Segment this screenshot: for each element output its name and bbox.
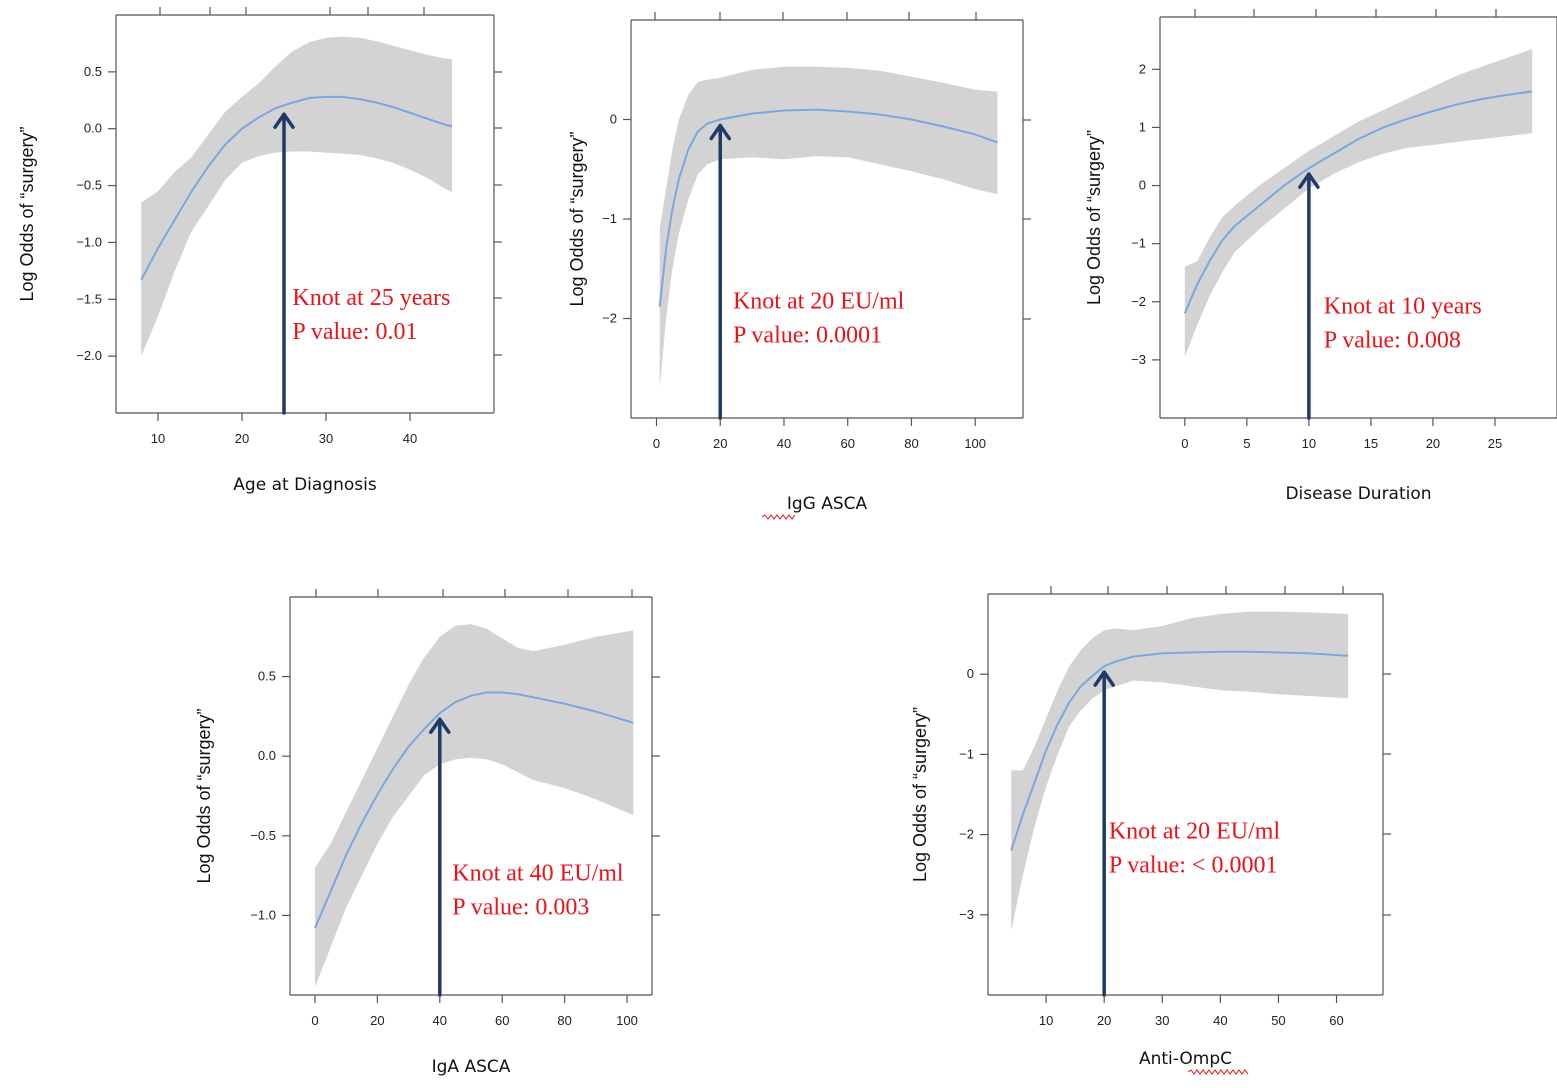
y-tick-label: −3 (959, 907, 974, 922)
y-tick-label: −2 (602, 311, 617, 326)
x-axis-title: Anti-OmpC (1139, 1049, 1232, 1069)
y-tick-label: −1.0 (250, 907, 276, 922)
spellcheck-squiggle (1187, 1069, 1249, 1075)
y-tick-label: 0.5 (258, 669, 276, 684)
x-tick-label: 0 (653, 436, 660, 451)
y-tick-label: −2.0 (76, 348, 102, 363)
fitted-spline-line (140, 95, 453, 281)
x-tick-label: 15 (1364, 436, 1378, 451)
y-tick-label: 0 (610, 112, 617, 127)
knot-annotation: Knot at 10 years (1324, 293, 1482, 319)
x-tick-label: 60 (1329, 1013, 1343, 1028)
x-axis-title: Disease Duration (1285, 484, 1431, 504)
x-tick-label: 100 (616, 1013, 638, 1028)
fitted-spline-line (1010, 650, 1349, 851)
knot-arrow-head (273, 112, 295, 129)
y-tick-label: −1 (959, 746, 974, 761)
x-tick-label: 10 (1302, 436, 1316, 451)
x-axis-title: IgG ASCA (787, 494, 868, 514)
y-tick-label: −0.5 (76, 178, 102, 193)
x-tick-label: 0 (1181, 436, 1188, 451)
x-tick-label: 20 (1097, 1013, 1111, 1028)
x-tick-label: 40 (433, 1013, 447, 1028)
x-tick-label: 25 (1488, 436, 1502, 451)
y-axis-title: Log Odds of “surgery” (1084, 130, 1104, 305)
y-axis-title: Log Odds of “surgery” (910, 707, 930, 882)
knot-annotation: Knot at 20 EU/ml (733, 289, 905, 315)
p-value-annotation: P value: 0.01 (292, 319, 417, 345)
p-value-annotation: P value: < 0.0001 (1109, 853, 1278, 879)
y-axis-title: Log Odds of “surgery” (567, 131, 587, 306)
y-tick-label: −1 (602, 211, 617, 226)
knot-annotation: Knot at 40 EU/ml (452, 860, 624, 886)
chart-panel-ompc: 10 20 30 40 50 60 −3 −2 −1 0 Log Odds of “surgery”… (910, 586, 1391, 1069)
x-tick-label: 20 (713, 436, 727, 451)
p-value-annotation: P value: 0.0001 (733, 323, 882, 349)
y-tick-label: 0 (1139, 178, 1146, 193)
knot-arrow-head (1298, 172, 1320, 189)
spellcheck-squiggle (761, 514, 796, 520)
y-tick-label: −3 (1131, 352, 1146, 367)
confidence-band (315, 624, 634, 987)
fitted-spline-line (1183, 90, 1533, 314)
x-axis-title: Age at Diagnosis (233, 475, 377, 495)
confidence-band (141, 36, 452, 357)
y-tick-label: −1.0 (76, 234, 102, 249)
x-tick-label: 5 (1243, 436, 1250, 451)
y-axis-title: Log Odds of “surgery” (17, 126, 37, 301)
x-tick-label: 20 (1426, 436, 1440, 451)
knot-arrow-head (429, 717, 451, 734)
chart-panel-duration: 0 5 10 15 20 25 −3 −2 −1 0 1 2 Log Odds of “surgery”… (1084, 9, 1557, 504)
knot-arrow-head (709, 123, 731, 141)
x-tick-label: 20 (370, 1013, 384, 1028)
y-tick-label: 1 (1139, 119, 1146, 134)
confidence-band (659, 66, 998, 389)
y-tick-label: −0.5 (250, 828, 276, 843)
y-tick-label: −1.5 (76, 291, 102, 306)
x-tick-label: 40 (403, 431, 417, 446)
y-tick-label: 0 (967, 666, 974, 681)
confidence-band (1184, 49, 1533, 357)
x-tick-label: 40 (777, 436, 791, 451)
y-tick-label: −2 (1131, 294, 1146, 309)
x-tick-label: 10 (1039, 1013, 1053, 1028)
x-tick-label: 30 (319, 431, 333, 446)
x-tick-label: 80 (904, 436, 918, 451)
chart-panel-iga: 0 20 40 60 80 100 −1.0 −0.5 0.0 0.5 Log Odds of “s… (194, 589, 660, 1077)
y-tick-label: 0.5 (84, 64, 102, 79)
confidence-band (1011, 611, 1349, 931)
x-tick-label: 0 (311, 1013, 318, 1028)
y-tick-label: −1 (1131, 236, 1146, 251)
x-tick-label: 10 (151, 431, 165, 446)
fitted-spline-line (314, 691, 634, 929)
y-tick-label: 2 (1139, 61, 1146, 76)
x-tick-label: 60 (840, 436, 854, 451)
y-axis-title: Log Odds of “surgery” (194, 708, 214, 883)
x-tick-label: 100 (964, 436, 986, 451)
knot-annotation: Knot at 25 years (292, 285, 450, 311)
knot-annotation: Knot at 20 EU/ml (1109, 819, 1281, 845)
y-tick-label: 0.0 (258, 748, 276, 763)
p-value-annotation: P value: 0.003 (452, 894, 589, 920)
x-tick-label: 60 (495, 1013, 509, 1028)
x-tick-label: 20 (235, 431, 249, 446)
fitted-spline-line (658, 108, 998, 307)
chart-panel-igg: 0 20 40 60 80 100 −2 −1 0 Log Odds of “surgery” Ig… (567, 12, 1031, 514)
x-axis-title: IgA ASCA (432, 1057, 511, 1077)
p-value-annotation: P value: 0.008 (1324, 327, 1461, 353)
chart-panel-age: 10 20 30 40 −2.0 −1.5 −1.0 −0.5 0.0 0.5 Log Odds o… (17, 7, 502, 495)
x-tick-label: 30 (1155, 1013, 1169, 1028)
x-tick-label: 80 (557, 1013, 571, 1028)
x-tick-label: 50 (1271, 1013, 1285, 1028)
y-tick-label: 0.0 (84, 121, 102, 136)
x-tick-label: 40 (1213, 1013, 1227, 1028)
y-tick-label: −2 (959, 827, 974, 842)
knot-arrow-head (1093, 670, 1115, 687)
